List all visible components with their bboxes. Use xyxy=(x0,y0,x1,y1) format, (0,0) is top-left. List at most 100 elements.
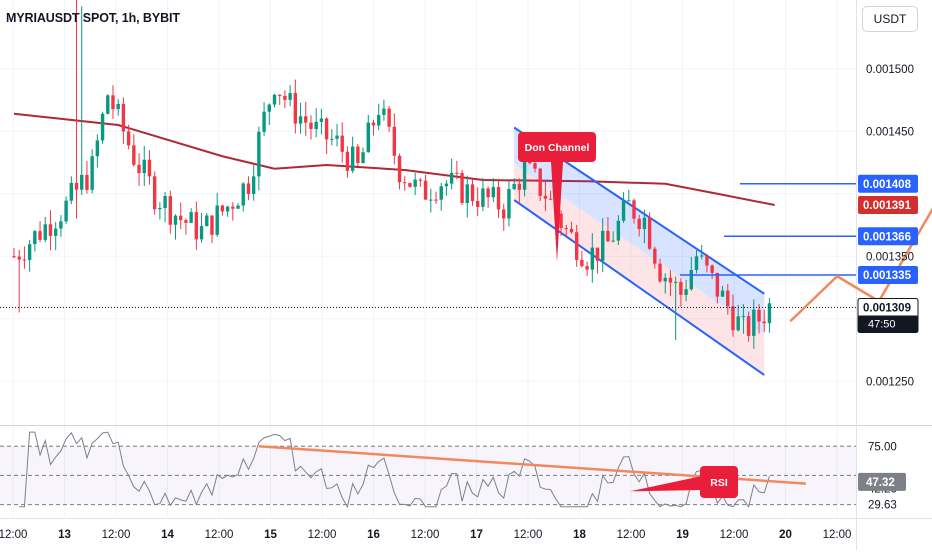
candle-body xyxy=(69,182,74,201)
candle xyxy=(246,176,251,201)
candle-body xyxy=(746,316,751,336)
candle-body xyxy=(548,198,553,200)
candle xyxy=(179,202,183,229)
candle-body xyxy=(173,215,178,225)
candle-body xyxy=(220,205,225,212)
candle-body xyxy=(163,196,167,209)
time-tick-label: 19 xyxy=(676,529,689,541)
candle-body xyxy=(126,131,131,146)
candle-body xyxy=(439,186,443,200)
candle xyxy=(59,215,63,237)
candle xyxy=(496,178,501,219)
candle xyxy=(574,224,579,267)
moving-average-line xyxy=(13,112,775,206)
candle-body xyxy=(309,122,313,129)
candle xyxy=(601,218,605,273)
candle xyxy=(705,253,709,273)
candle xyxy=(465,175,469,218)
candle-body xyxy=(538,168,542,196)
rsi-callout-label: RSI xyxy=(710,477,728,489)
candle xyxy=(486,186,490,208)
candle-body xyxy=(481,188,485,207)
candle-body xyxy=(137,164,141,174)
candle-body xyxy=(132,145,136,165)
candle-body xyxy=(382,108,386,115)
candle-body xyxy=(251,176,256,194)
candle-body xyxy=(637,218,641,229)
candle-body xyxy=(658,263,662,282)
candle xyxy=(283,90,287,108)
candle xyxy=(653,246,657,269)
candle xyxy=(397,153,402,190)
candle-body xyxy=(408,183,412,187)
candle xyxy=(757,303,761,334)
candle-body xyxy=(392,126,397,156)
candle-body xyxy=(194,212,199,240)
candle-body xyxy=(491,187,496,198)
candle xyxy=(173,214,178,240)
candle xyxy=(647,212,652,250)
candle-body xyxy=(418,179,423,181)
candle xyxy=(345,146,350,178)
candle-body xyxy=(267,104,271,112)
candle-body xyxy=(449,172,454,184)
candle-body xyxy=(152,176,157,210)
target-tag-2: 0.001366 xyxy=(863,231,911,243)
candle xyxy=(689,257,693,291)
candle xyxy=(74,0,79,219)
time-tick-label: 20 xyxy=(779,529,792,541)
candle-body xyxy=(361,152,365,164)
candle xyxy=(278,94,282,105)
candle-body xyxy=(48,224,53,236)
candle xyxy=(449,158,454,190)
candle xyxy=(324,117,329,155)
candle xyxy=(309,115,313,140)
candle-body xyxy=(179,215,183,221)
candle-body xyxy=(455,172,459,174)
candle-body xyxy=(371,122,376,126)
candle xyxy=(595,247,600,274)
candle-body xyxy=(199,226,204,240)
candle-body xyxy=(460,173,464,204)
candle xyxy=(319,108,324,135)
candle xyxy=(126,124,131,150)
candle xyxy=(106,94,110,115)
candle xyxy=(429,188,433,213)
candle xyxy=(147,150,152,185)
candle-body xyxy=(647,217,652,249)
candle-body xyxy=(387,108,391,127)
candle-body xyxy=(757,309,761,322)
candle xyxy=(241,182,245,212)
currency-selector[interactable]: USDT xyxy=(862,6,918,32)
candle xyxy=(85,160,89,194)
candle xyxy=(22,246,27,269)
candle xyxy=(48,210,53,251)
candle xyxy=(361,147,365,164)
candle xyxy=(736,304,740,332)
current-price-tag: 0.001309 xyxy=(863,303,911,315)
candle-body xyxy=(283,95,287,100)
candle xyxy=(210,215,214,243)
candle-body xyxy=(710,265,714,273)
candle xyxy=(298,102,303,134)
candle-body xyxy=(502,209,506,219)
candle-body xyxy=(225,206,230,212)
candle-body xyxy=(595,247,600,261)
candle xyxy=(502,203,506,231)
candle-body xyxy=(158,208,162,210)
candle-body xyxy=(465,184,469,204)
time-tick-label: 12:00 xyxy=(102,529,131,541)
candle-body xyxy=(142,159,146,174)
candle-body xyxy=(616,220,621,241)
candle-body xyxy=(569,228,574,233)
candle-body xyxy=(642,217,647,229)
candle-body xyxy=(673,281,678,283)
countdown-label: 47:50 xyxy=(868,319,896,331)
candle xyxy=(559,210,563,236)
candle-body xyxy=(663,277,667,282)
candle xyxy=(199,212,204,243)
candle xyxy=(673,276,678,340)
candle-body xyxy=(533,163,537,169)
